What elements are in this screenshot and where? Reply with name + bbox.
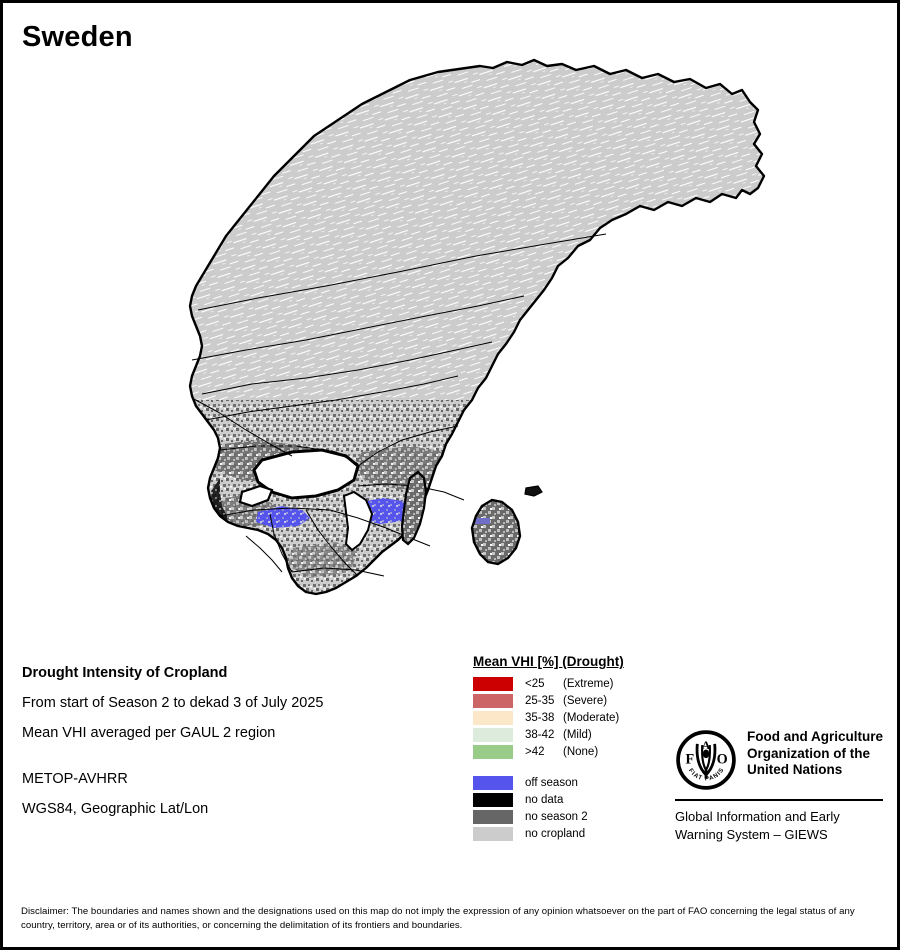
legend-swatch-mild <box>473 727 513 742</box>
legend-row-no-cropland[interactable]: no cropland <box>473 825 673 842</box>
legend-label-moderate: 35-38 (Moderate) <box>525 711 619 725</box>
legend-swatch-off-season <box>473 775 513 790</box>
country-outline-sweden <box>188 58 766 596</box>
admin-boundary-13 <box>291 567 385 577</box>
fill-no-data-south-coast <box>260 596 350 616</box>
page-title: Sweden <box>22 21 133 53</box>
admin-boundary-2 <box>191 295 525 361</box>
legend-label-no-season-2: no season 2 <box>525 810 588 824</box>
legend-row-moderate[interactable]: 35-38 (Moderate) <box>473 709 673 726</box>
legend-row-off-season[interactable]: off season <box>473 774 673 791</box>
admin-boundary-4 <box>205 375 459 421</box>
fao-organization-name: Food and Agriculture Organization of the… <box>747 729 883 779</box>
legend-swatch-moderate <box>473 710 513 725</box>
fill-off-season-west <box>224 544 240 558</box>
fao-logo-letter-o: O <box>717 752 728 768</box>
admin-boundary-12 <box>357 517 431 547</box>
legend-label-mild: 38-42 (Mild) <box>525 728 592 742</box>
map-region-fills <box>190 60 764 616</box>
fill-off-season-halland <box>242 576 268 594</box>
legend-row-no-data[interactable]: no data <box>473 791 673 808</box>
caption-block: Drought Intensity of Cropland From start… <box>22 658 452 824</box>
caption-spacer <box>22 748 452 764</box>
fao-logo-letter-f: F <box>686 752 695 768</box>
legend-label-no-data: no data <box>525 793 563 807</box>
islet-fårö <box>524 485 543 497</box>
caption-metric: Mean VHI averaged per GAUL 2 region <box>22 725 276 741</box>
admin-boundary-9 <box>219 507 359 519</box>
admin-boundary-7 <box>357 425 459 467</box>
legend-label-no-cropland: no cropland <box>525 827 585 841</box>
giews-system-name: Global Information and Early Warning Sys… <box>675 808 885 844</box>
legend-title: Mean VHI [%] (Drought) <box>473 654 624 669</box>
fao-name-line-3: United Nations <box>747 762 843 777</box>
legend-category-none: (None) <box>563 745 599 758</box>
fao-divider <box>675 799 883 801</box>
legend-swatch-severe <box>473 693 513 708</box>
admin-boundary-1 <box>197 233 607 311</box>
legend-range-severe: 25-35 <box>525 694 555 707</box>
caption-period: From start of Season 2 to dekad 3 of Jul… <box>22 695 324 711</box>
gotland-fill <box>472 500 520 564</box>
lake-vanern-south-arm <box>238 484 274 508</box>
legend-row-no-season-2[interactable]: no season 2 <box>473 808 673 825</box>
legend-label-severe: 25-35 (Severe) <box>525 694 607 708</box>
fill-off-season-skane <box>250 592 328 594</box>
fao-name-line-2: Organization of the <box>747 745 870 761</box>
map-canvas[interactable] <box>6 48 894 638</box>
legend-category-severe: (Severe) <box>563 694 608 707</box>
legend-swatch-no-data <box>473 792 513 807</box>
island-gotland <box>470 485 543 566</box>
legend-range-none: >42 <box>525 745 545 758</box>
admin-boundary-14 <box>245 535 283 573</box>
legend-row-severe[interactable]: 25-35 (Severe) <box>473 692 673 709</box>
legend-swatch-extreme <box>473 676 513 691</box>
legend-text-off-season: off season <box>525 776 578 789</box>
admin-boundaries <box>191 233 607 577</box>
giews-line-2: Warning System – GIEWS <box>675 827 828 842</box>
admin-boundary-6 <box>219 445 359 465</box>
oland-outline <box>400 470 428 546</box>
fao-branding-block: F A O FIAT PANIS Food and Agriculture Or… <box>675 729 885 844</box>
admin-boundary-5 <box>191 397 293 457</box>
fao-logo-letter-a: A <box>702 739 711 752</box>
fao-logo-icon: F A O FIAT PANIS <box>676 730 736 790</box>
legend-row-mild[interactable]: 38-42 (Mild) <box>473 726 673 743</box>
legend-category-mild: (Mild) <box>563 728 592 741</box>
legend-text-no-cropland: no cropland <box>525 827 586 840</box>
admin-boundary-10 <box>269 513 293 573</box>
legend-label-none: >42 (None) <box>525 745 598 759</box>
legend-label-off-season: off season <box>525 776 578 790</box>
sweden-choropleth-map[interactable] <box>6 48 894 638</box>
lake-vattern <box>342 490 374 552</box>
admin-boundary-11 <box>305 509 359 577</box>
legend-swatch-no-season-2 <box>473 809 513 824</box>
map-legend: Mean VHI [%] (Drought) <25 (Extreme) 25-… <box>473 654 673 842</box>
legend-swatch-no-cropland <box>473 826 513 841</box>
gotland-off-season <box>472 518 490 524</box>
legend-label-extreme: <25 (Extreme) <box>525 677 613 691</box>
disclaimer-text: Disclaimer: The boundaries and names sho… <box>21 906 855 931</box>
legend-text-no-data: no data <box>525 793 564 806</box>
admin-boundary-3 <box>201 341 493 395</box>
legend-text-no-season-2: no season 2 <box>525 810 588 823</box>
legend-spacer <box>473 760 673 774</box>
giews-line-1: Global Information and Early <box>675 809 840 824</box>
legend-range-moderate: 35-38 <box>525 711 555 724</box>
fao-name-line-1: Food and Agriculture <box>747 729 883 744</box>
legend-row-none[interactable]: >42 (None) <box>473 743 673 760</box>
caption-projection: WGS84, Geographic Lat/Lon <box>22 801 209 817</box>
legend-swatch-none <box>473 744 513 759</box>
legend-category-extreme: (Extreme) <box>563 677 614 690</box>
caption-sensor: METOP-AVHRR <box>22 771 128 787</box>
legend-range-extreme: <25 <box>525 677 545 690</box>
fill-no-cropland-north <box>190 60 764 594</box>
gotland-outline <box>470 498 522 566</box>
legend-category-moderate: (Moderate) <box>563 711 620 724</box>
legend-range-mild: 38-42 <box>525 728 555 741</box>
fill-off-season-vanern <box>256 506 310 528</box>
legend-row-extreme[interactable]: <25 (Extreme) <box>473 675 673 692</box>
caption-heading: Drought Intensity of Cropland <box>22 665 228 681</box>
